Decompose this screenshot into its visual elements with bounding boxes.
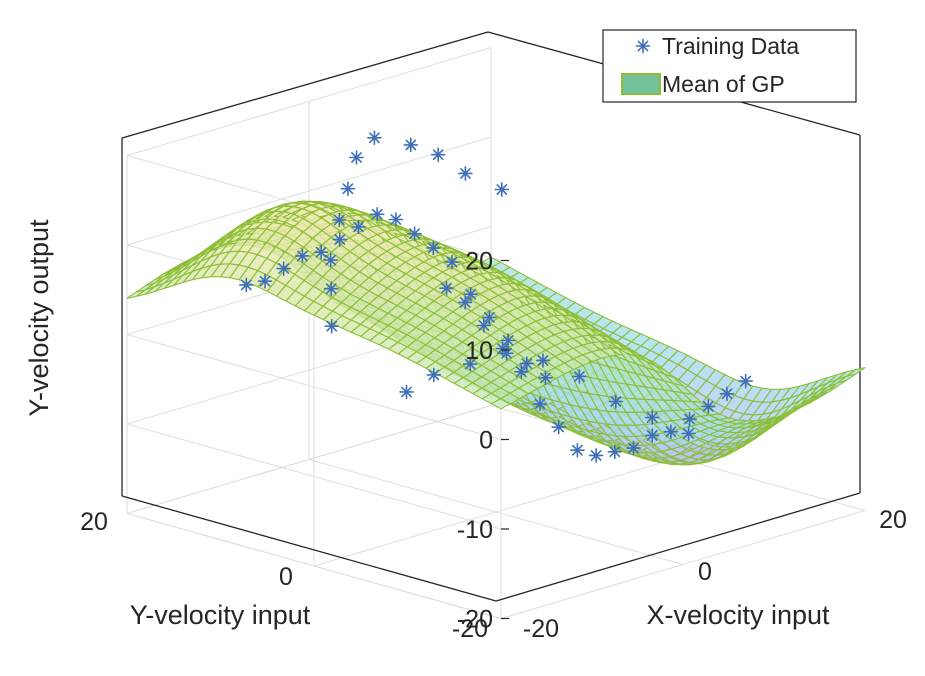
back-wall-grid-z [126, 47, 492, 156]
training-data-point [532, 396, 548, 412]
training-data-point [538, 370, 553, 386]
training-data-point [276, 261, 292, 276]
surface-patch [845, 367, 866, 377]
training-data-point [607, 444, 623, 460]
training-data-point [444, 254, 460, 270]
legend-label-mean-of-gp: Mean of GP [662, 71, 785, 97]
training-data-point [738, 373, 754, 389]
legend-surface-patch [621, 73, 661, 95]
training-data-point [482, 310, 497, 325]
y-axis-line [121, 495, 497, 602]
training-data-point [588, 448, 604, 463]
training-data-point [313, 244, 329, 260]
z-tick-label: 10 [465, 337, 493, 365]
training-data-point [682, 411, 697, 427]
training-data-point [425, 240, 441, 256]
x-tick-label: 20 [879, 506, 907, 534]
training-data-point [349, 150, 364, 165]
training-data-point [257, 273, 273, 289]
gp-mean-surface [126, 200, 866, 466]
legend-label-training-data: Training Data [662, 33, 799, 59]
training-data-point [572, 369, 587, 384]
z-tick-label: -10 [457, 516, 493, 544]
y-tick-label: 0 [279, 563, 293, 591]
training-data-point [340, 181, 356, 196]
training-data-point [407, 226, 422, 241]
training-data-point [513, 364, 529, 380]
z-tick-label: -20 [457, 606, 493, 634]
training-data-point [519, 356, 535, 371]
training-data-point [457, 295, 473, 310]
training-data-point [331, 212, 347, 228]
x-tick-label: 0 [698, 558, 712, 586]
left-wall-grid-z [126, 513, 502, 619]
training-data-point [476, 318, 492, 333]
left-wall-grid-z [126, 423, 502, 530]
training-data-point [499, 345, 514, 361]
training-data-point [570, 442, 585, 458]
training-data-point [644, 410, 660, 425]
legend-asterisk [635, 38, 651, 54]
z-tick-label: 20 [465, 248, 493, 276]
training-data-point [719, 386, 735, 402]
training-data-point [700, 399, 716, 414]
training-data-point [494, 182, 510, 197]
training-data-point [663, 424, 679, 440]
z-tick-label: 0 [479, 427, 493, 455]
training-data-point [608, 394, 624, 409]
legend-box [602, 29, 857, 103]
training-data-point [388, 212, 404, 227]
training-data-point [295, 248, 310, 264]
training-data-point [369, 207, 385, 222]
back-wall-grid-z [126, 405, 492, 514]
training-data-point [626, 440, 641, 456]
z-axis-label: Y-velocity output [24, 219, 54, 417]
floor-grid-y [313, 457, 679, 567]
training-data-point [458, 166, 473, 181]
left-wall-grid-z [126, 334, 502, 440]
y-tick-label: 20 [80, 508, 108, 536]
legend-marker-icon [635, 38, 651, 54]
training-data-point [351, 219, 366, 235]
top-back-left-edge [121, 31, 489, 139]
training-data-points [239, 130, 754, 463]
training-data-point [439, 280, 454, 296]
tick-labels: -20 -10 0 10 20 -20 0 20 -20 0 20 [80, 248, 907, 644]
training-data-point [644, 428, 660, 443]
x-axis-line [495, 492, 861, 602]
training-data-point [551, 419, 567, 435]
training-data-point [500, 333, 516, 348]
training-data-point [430, 147, 446, 162]
training-data-point [535, 353, 551, 368]
training-data-point [462, 356, 478, 372]
legend: Training Data Mean of GP [602, 29, 857, 103]
training-data-point [324, 318, 340, 334]
back-wall-grid-z [126, 136, 492, 246]
y-tick-label: -20 [452, 615, 488, 643]
training-data-point [367, 130, 382, 146]
training-data-point [463, 286, 479, 302]
y-axis-label: Y-velocity input [130, 600, 311, 630]
training-data-point [323, 281, 339, 297]
training-data-point [399, 384, 414, 400]
training-data-point [403, 137, 419, 153]
x-axis-label: X-velocity input [646, 600, 830, 630]
training-data-point [681, 426, 696, 441]
training-data-point [323, 252, 339, 268]
training-data-point [426, 367, 442, 383]
training-data-point [239, 277, 254, 293]
x-tick-label: -20 [523, 615, 559, 643]
training-data-point [332, 232, 348, 247]
